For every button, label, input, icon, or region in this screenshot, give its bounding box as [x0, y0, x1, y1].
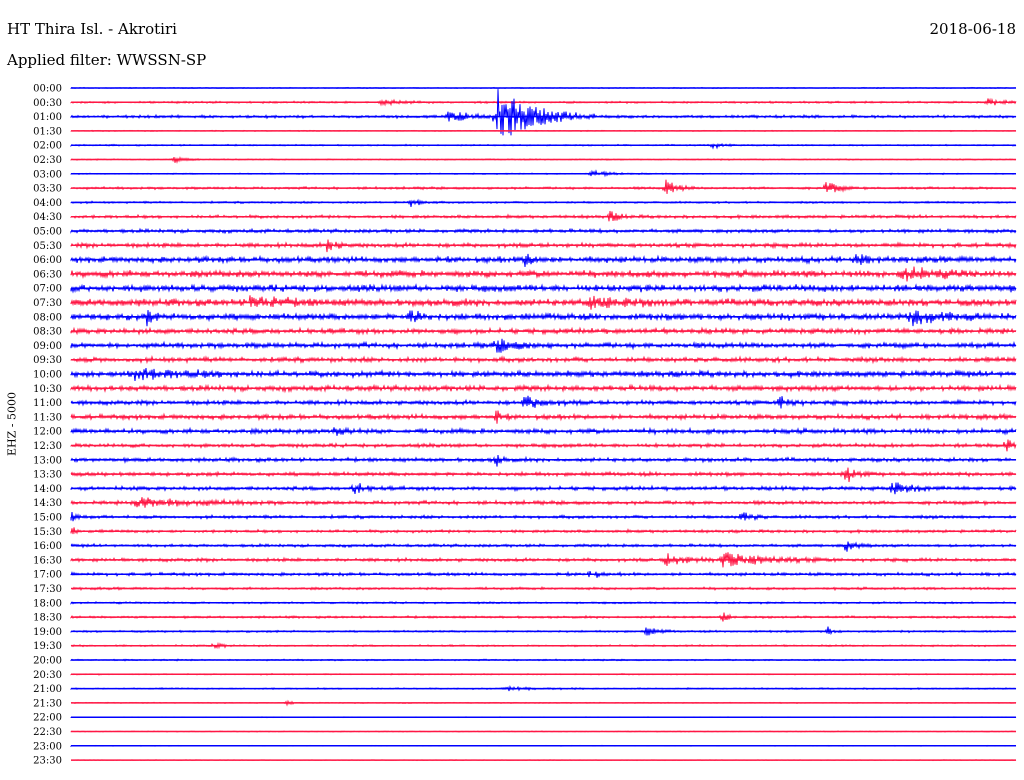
- row-time-label: 21:30: [33, 698, 62, 709]
- row-time-label: 15:00: [33, 513, 62, 524]
- row-time-label: 13:30: [33, 470, 62, 481]
- trace-line: [70, 198, 1017, 207]
- row-time-label: 11:30: [33, 412, 62, 423]
- row-time-label: 04:00: [33, 198, 62, 209]
- row-time-label: 08:00: [33, 312, 62, 323]
- row-time-label: 10:00: [33, 370, 62, 381]
- row-time-label: 20:00: [33, 656, 62, 667]
- row-time-label: 07:30: [33, 298, 62, 309]
- row-time-label: 06:00: [33, 255, 62, 266]
- row-time-label: 09:30: [33, 355, 62, 366]
- row-time-label: 16:30: [33, 555, 62, 566]
- trace-line: [70, 455, 1017, 467]
- row-time-label: 21:00: [33, 684, 62, 695]
- row-time-label: 14:30: [33, 498, 62, 509]
- row-time-label: 05:30: [33, 241, 62, 252]
- row-time-label: 18:30: [33, 613, 62, 624]
- trace-line: [70, 541, 1017, 552]
- row-time-label: 14:00: [33, 484, 62, 495]
- row-time-label: 19:30: [33, 641, 62, 652]
- row-time-label: 16:00: [33, 541, 62, 552]
- row-time-label: 01:30: [33, 126, 62, 137]
- row-time-label: 17:30: [33, 584, 62, 595]
- row-time-label: 12:30: [33, 441, 62, 452]
- row-time-label: 03:00: [33, 169, 62, 180]
- trace-line: [70, 179, 1017, 194]
- row-time-label: 22:00: [33, 713, 62, 724]
- row-time-label: 20:30: [33, 670, 62, 681]
- row-time-label: 04:30: [33, 212, 62, 223]
- row-time-label: 02:00: [33, 141, 62, 152]
- row-time-label: 06:30: [33, 269, 62, 280]
- row-time-label: 08:30: [33, 327, 62, 338]
- trace-line: [70, 310, 1017, 327]
- filter-label: Applied filter: WWSSN-SP: [7, 51, 207, 69]
- row-time-label: 18:00: [33, 598, 62, 609]
- record-date: 2018-06-18: [929, 20, 1016, 38]
- row-time-label: 03:30: [33, 184, 62, 195]
- trace-line: [70, 253, 1017, 268]
- row-time-label: 05:00: [33, 227, 62, 238]
- row-time-label: 13:00: [33, 455, 62, 466]
- row-time-label: 02:30: [33, 155, 62, 166]
- row-time-label: 12:00: [33, 427, 62, 438]
- row-time-label: 22:30: [33, 727, 62, 738]
- row-time-label: 17:00: [33, 570, 62, 581]
- trace-line: [70, 89, 1017, 136]
- row-time-label: 23:30: [33, 756, 62, 767]
- row-time-label: 15:30: [33, 527, 62, 538]
- row-time-label: 00:00: [33, 84, 62, 95]
- row-time-label: 19:00: [33, 627, 62, 638]
- row-time-label: 07:00: [33, 284, 62, 295]
- row-time-label: 00:30: [33, 98, 62, 109]
- trace-line: [70, 283, 1017, 294]
- row-time-label: 01:00: [33, 112, 62, 123]
- row-time-label: 09:00: [33, 341, 62, 352]
- row-time-label: 23:00: [33, 741, 62, 752]
- row-time-label: 10:30: [33, 384, 62, 395]
- station-title: HT Thira Isl. - Akrotiri: [7, 20, 177, 38]
- row-time-label: 11:00: [33, 398, 62, 409]
